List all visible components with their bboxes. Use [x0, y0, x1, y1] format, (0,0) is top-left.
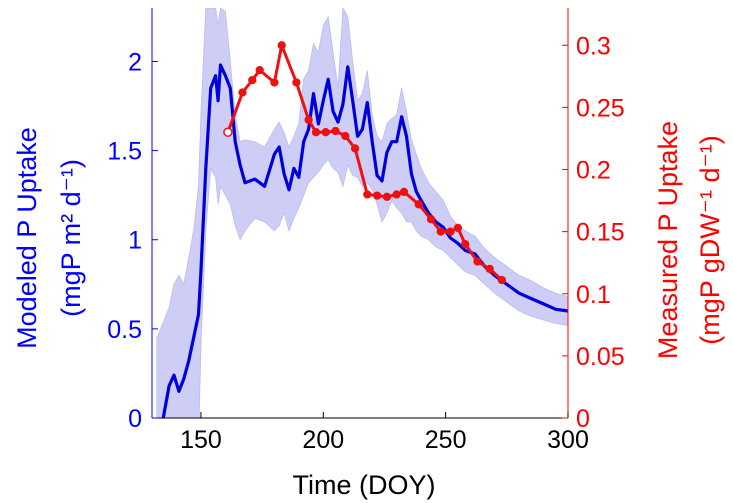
- measured-point: [453, 223, 463, 233]
- left-y-tick-label: 2: [128, 48, 142, 76]
- measured-point: [350, 144, 360, 153]
- measured-point: [392, 190, 401, 199]
- measured-point: [331, 126, 340, 136]
- measured-point: [311, 128, 321, 137]
- left-y-tick-label: 0.5: [107, 316, 142, 344]
- measured-point: [426, 215, 436, 224]
- measured-point: [341, 131, 350, 141]
- measured-point: [270, 78, 279, 87]
- measured-point: [436, 227, 445, 236]
- left-y-tick-label: 1.5: [107, 138, 142, 166]
- axes-layer: 150 200 250 30000.511.5200.050.10.150.20.25…: [107, 8, 625, 454]
- right-y-tick-label: 0.1: [576, 281, 611, 309]
- x-tick-label: 150: [180, 426, 222, 454]
- right-y-tick-label: 0.3: [576, 32, 611, 60]
- right-y-tick-label: 0.25: [576, 94, 625, 122]
- right-y-tick-label: 0.05: [576, 343, 625, 371]
- x-tick-label: 200: [302, 426, 344, 454]
- measured-point: [372, 191, 382, 200]
- modeled-uptake-line: [161, 63, 568, 418]
- measured-point: [399, 187, 409, 197]
- measured-point: [414, 200, 423, 209]
- measured-point: [363, 190, 372, 199]
- modeled-uncertainty-band: [156, 8, 568, 418]
- x-tick-label: 250: [425, 426, 467, 454]
- left-y-tick-label: 0: [128, 405, 142, 433]
- measured-point: [461, 239, 470, 249]
- right-axis-label-line1: Measured P Uptake: [653, 121, 683, 359]
- line-layer: [161, 41, 568, 418]
- measured-point: [223, 127, 233, 137]
- measured-point: [473, 257, 482, 266]
- right-y-tick-label: 0: [576, 405, 590, 433]
- right-y-tick-label: 0.2: [576, 157, 611, 185]
- measured-point: [382, 192, 392, 201]
- measured-point: [321, 128, 330, 137]
- measured-point: [277, 41, 286, 50]
- measured-point: [292, 78, 301, 87]
- measured-point: [304, 115, 313, 124]
- measured-point: [497, 275, 507, 285]
- right-y-tick-label: 0.15: [576, 219, 625, 247]
- measured-point: [255, 65, 264, 75]
- uncertainty-band-layer: [156, 8, 568, 418]
- x-tick-label: 300: [547, 426, 589, 454]
- left-axis-label-line2: (mgP m² d⁻¹): [56, 159, 86, 317]
- x-axis-label: Time (DOY): [293, 470, 436, 500]
- left-y-tick-label: 1: [128, 227, 142, 255]
- measured-point: [248, 75, 257, 85]
- measured-point: [446, 227, 455, 236]
- left-axis-label-line1: Modeled P Uptake: [12, 127, 42, 349]
- measured-point: [238, 88, 247, 97]
- right-axis-label-line2: (mgP gDW⁻¹ d⁻¹): [695, 135, 725, 345]
- measured-point: [485, 264, 494, 274]
